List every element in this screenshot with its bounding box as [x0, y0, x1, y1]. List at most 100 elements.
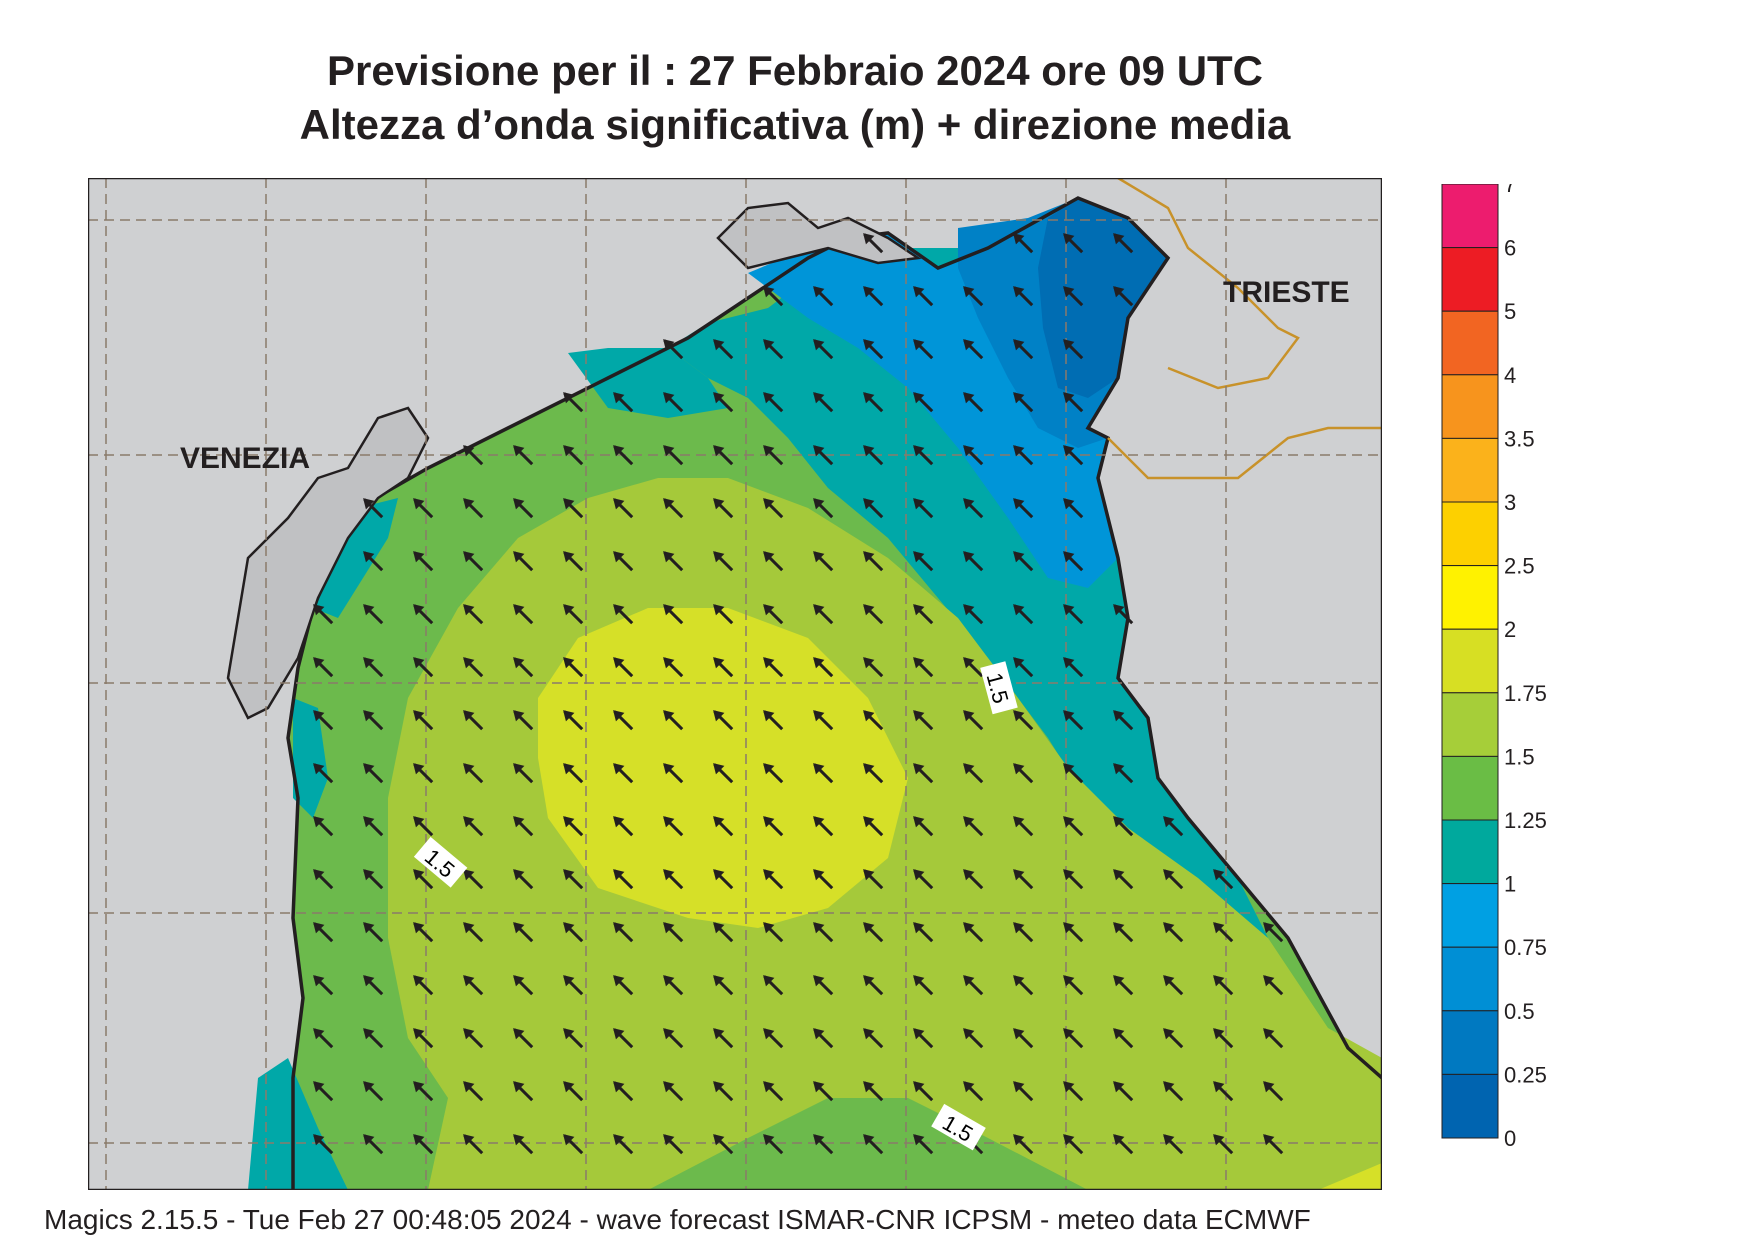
direction-arrow [863, 763, 884, 784]
direction-arrow [513, 445, 534, 466]
direction-arrow [663, 604, 684, 625]
legend-label: 5 [1504, 299, 1516, 324]
direction-arrow [363, 1134, 384, 1155]
direction-arrow [1263, 1081, 1284, 1102]
color-scale-legend: 7 6 5 4 3.5 3 2.5 2 1.75 1.5 1.25 1 0.75 0.5 0.25 0 [1441, 184, 1547, 1148]
direction-arrow [1163, 1134, 1184, 1155]
direction-arrow [463, 1081, 484, 1102]
direction-arrow [1013, 498, 1034, 519]
legend-label: 3 [1504, 490, 1516, 515]
direction-arrow [513, 1081, 534, 1102]
direction-arrow [913, 922, 934, 943]
direction-arrow [713, 710, 734, 731]
direction-arrow [1213, 975, 1234, 996]
legend-label: 2.5 [1504, 554, 1535, 579]
legend-label: 0.5 [1504, 999, 1535, 1024]
direction-arrow [813, 498, 834, 519]
direction-arrow [863, 392, 884, 413]
direction-arrow [913, 339, 934, 360]
direction-arrow [663, 551, 684, 572]
direction-arrow [1063, 1028, 1084, 1049]
direction-arrow [413, 1081, 434, 1102]
direction-arrow [463, 922, 484, 943]
direction-arrow [1213, 1028, 1234, 1049]
direction-arrow [913, 657, 934, 678]
direction-arrow [813, 604, 834, 625]
direction-arrow [563, 392, 584, 413]
direction-arrow [563, 604, 584, 625]
direction-arrow [863, 551, 884, 572]
direction-arrow [1063, 922, 1084, 943]
direction-arrow [463, 1134, 484, 1155]
direction-arrow [1013, 922, 1034, 943]
direction-arrow [1013, 1028, 1034, 1049]
direction-arrow [613, 975, 634, 996]
direction-arrow [513, 922, 534, 943]
direction-arrow [913, 975, 934, 996]
direction-arrow [413, 657, 434, 678]
direction-arrow [813, 286, 834, 307]
direction-arrow [313, 816, 334, 837]
direction-arrow [413, 816, 434, 837]
direction-arrow [663, 392, 684, 413]
direction-arrow [363, 763, 384, 784]
direction-arrow [463, 710, 484, 731]
direction-arrow [613, 869, 634, 890]
direction-arrow [363, 922, 384, 943]
direction-arrow [1113, 922, 1134, 943]
direction-arrow [563, 922, 584, 943]
direction-arrow [463, 869, 484, 890]
direction-arrow [913, 1081, 934, 1102]
direction-arrow [513, 657, 534, 678]
direction-arrow [1063, 1134, 1084, 1155]
direction-arrow [963, 1028, 984, 1049]
direction-arrow [963, 1081, 984, 1102]
direction-arrow [613, 1028, 634, 1049]
direction-arrow [963, 657, 984, 678]
direction-arrow [1163, 816, 1184, 837]
direction-arrow [313, 1134, 334, 1155]
direction-arrow [813, 339, 834, 360]
direction-arrow [963, 498, 984, 519]
band-1-0-venezia [313, 498, 398, 618]
direction-arrow [463, 604, 484, 625]
direction-arrow [1013, 604, 1034, 625]
footer-credits: Magics 2.15.5 - Tue Feb 27 00:48:05 2024… [44, 1204, 1311, 1235]
direction-arrow [763, 1028, 784, 1049]
direction-arrow [313, 604, 334, 625]
direction-arrow [413, 551, 434, 572]
direction-arrow [663, 869, 684, 890]
direction-arrow [1163, 975, 1184, 996]
direction-arrow [563, 1028, 584, 1049]
direction-arrow [1113, 286, 1134, 307]
direction-arrow [1013, 763, 1034, 784]
direction-arrow [1063, 445, 1084, 466]
border-line [1107, 178, 1382, 480]
band-1-0-east [668, 198, 1268, 948]
direction-arrow [863, 1028, 884, 1049]
direction-arrow [913, 1028, 934, 1049]
direction-arrow [563, 816, 584, 837]
legend-label: 1.75 [1504, 681, 1547, 706]
legend-swatch [1441, 247, 1499, 312]
direction-arrow [463, 975, 484, 996]
direction-arrow [963, 922, 984, 943]
direction-arrow [1013, 1134, 1034, 1155]
direction-arrow [513, 763, 534, 784]
direction-arrow [1213, 869, 1234, 890]
direction-arrow [763, 869, 784, 890]
direction-arrow [663, 816, 684, 837]
direction-arrow [413, 763, 434, 784]
direction-arrow [963, 710, 984, 731]
direction-arrow [1013, 657, 1034, 678]
direction-arrow [363, 816, 384, 837]
legend-label: 6 [1504, 236, 1516, 261]
direction-arrow [963, 816, 984, 837]
direction-arrow [763, 286, 784, 307]
lat-lon-grid [88, 178, 1382, 1190]
coastline [286, 196, 1382, 1190]
direction-arrow [713, 816, 734, 837]
direction-arrow [563, 710, 584, 731]
direction-arrow [813, 551, 834, 572]
venezia-lagoon [226, 406, 430, 720]
